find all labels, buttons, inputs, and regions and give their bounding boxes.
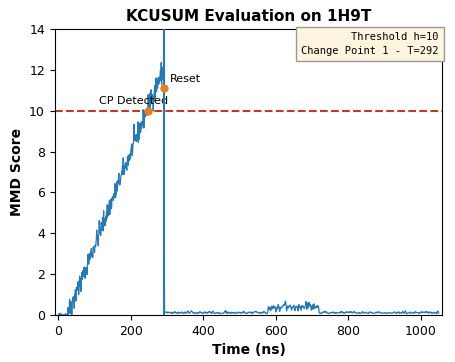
Text: Threshold h=10
Change Point 1 - T=292: Threshold h=10 Change Point 1 - T=292 (300, 32, 438, 56)
Y-axis label: MMD Score: MMD Score (10, 128, 24, 216)
X-axis label: Time (ns): Time (ns) (211, 343, 285, 357)
Text: Reset: Reset (169, 74, 200, 84)
Title: KCUSUM Evaluation on 1H9T: KCUSUM Evaluation on 1H9T (126, 9, 370, 24)
Text: CP Detected: CP Detected (99, 96, 168, 105)
